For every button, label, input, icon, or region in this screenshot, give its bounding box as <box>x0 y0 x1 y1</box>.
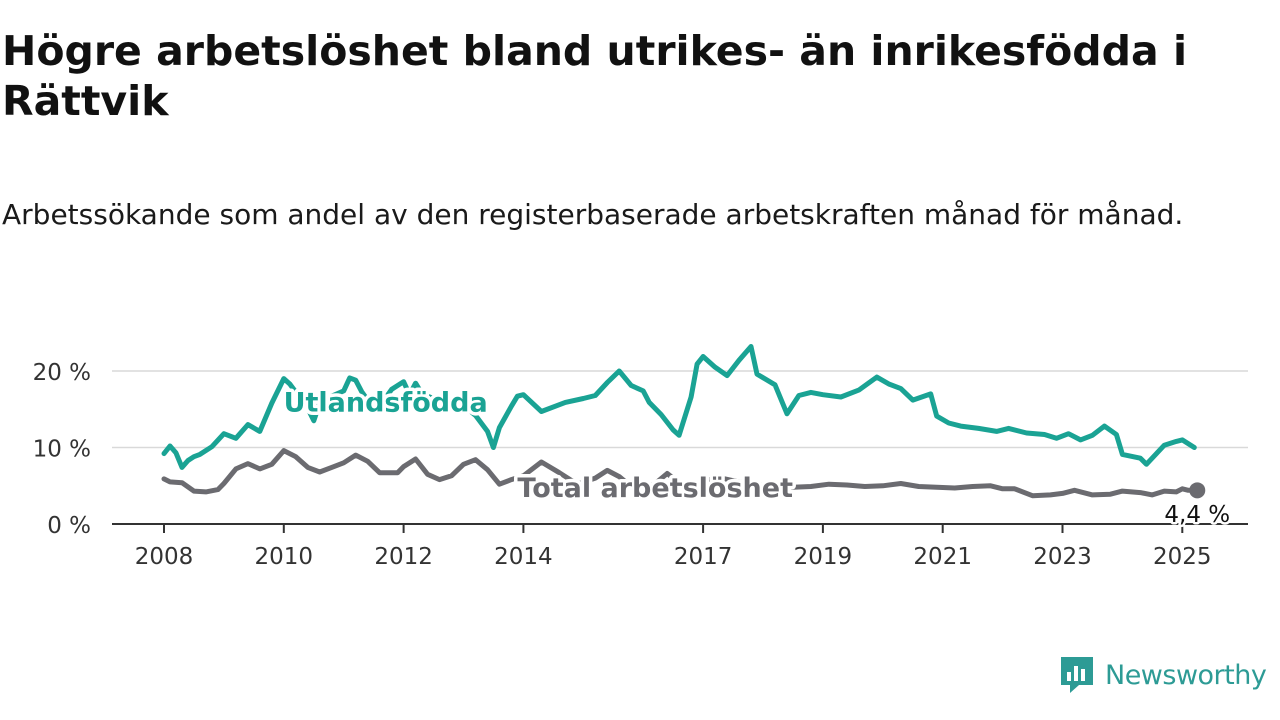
end-value-label: 4,4 % <box>1164 502 1230 528</box>
x-tick-label: 2008 <box>135 544 194 570</box>
x-tick-label: 2019 <box>794 544 853 570</box>
y-tick-label: 10 % <box>33 437 91 463</box>
y-tick-label: 0 % <box>47 513 91 539</box>
newsworthy-logo-icon <box>1061 657 1093 693</box>
y-tick-label: 20 % <box>33 360 91 386</box>
end-point-marker <box>1189 482 1206 499</box>
axes: 0 % 10 % 20 % 2008 2010 2012 2014 2017 2019 2021 2… <box>33 360 1248 570</box>
line-chart: 0 % 10 % 20 % 2008 2010 2012 2014 2017 2019 2021 2… <box>33 344 1248 570</box>
x-tick-label: 2021 <box>913 544 972 570</box>
series-labels: Utlandsfödda Total arbetslöshet 4,4 % <box>280 384 1233 530</box>
series-label-total: Total arbetslöshet <box>517 473 793 504</box>
x-tick-label: 2010 <box>255 544 314 570</box>
newsworthy-logo: Newsworthy <box>1059 654 1267 696</box>
series-lines <box>161 344 1206 499</box>
series-line-total <box>161 448 1200 499</box>
gridlines <box>112 370 1248 449</box>
x-tick-label: 2014 <box>494 544 553 570</box>
x-tick-label: 2023 <box>1033 544 1092 570</box>
x-tick-label: 2012 <box>374 544 433 570</box>
brand-name: Newsworthy <box>1105 659 1267 691</box>
x-tick-label: 2025 <box>1153 544 1212 570</box>
chart-subtitle: Arbetssökande som andel av den registerb… <box>2 198 1184 231</box>
chart-title: Högre arbetslöshet bland utrikes- än inr… <box>2 27 1187 125</box>
series-label-utlandsfodda: Utlandsfödda <box>284 388 488 419</box>
x-tick-label: 2017 <box>674 544 733 570</box>
series-line-utlandsfodda <box>161 344 1197 470</box>
